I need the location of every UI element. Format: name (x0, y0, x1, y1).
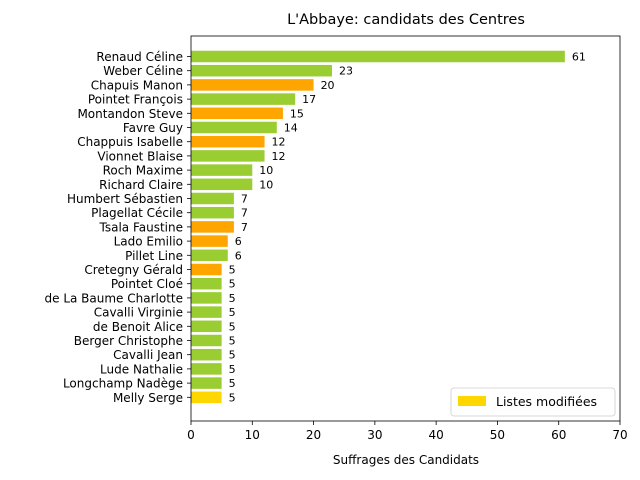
bar-13 (191, 235, 228, 247)
x-tick-label: 50 (490, 428, 505, 442)
bar-value-label: 17 (302, 93, 316, 106)
category-label: Melly Serge (113, 391, 183, 405)
bar-value-label: 5 (229, 377, 236, 390)
labels-layer: 61 Renaud Céline 23 Weber Céline 20 Chapuis M… (45, 50, 586, 405)
bar-7 (191, 150, 265, 162)
bar-10 (191, 192, 234, 205)
category-label: Berger Christophe (74, 334, 183, 348)
category-label: de La Baume Charlotte (45, 291, 184, 305)
bar-value-label: 20 (321, 79, 335, 92)
bar-11 (191, 206, 234, 219)
category-label: Chapuis Manon (91, 78, 183, 92)
x-tick-label: 70 (612, 428, 627, 442)
category-label: Richard Claire (99, 178, 183, 192)
category-label: Favre Guy (123, 121, 183, 135)
bar-3 (191, 93, 296, 105)
bar-value-label: 6 (235, 249, 242, 262)
category-label: Cretegny Gérald (84, 263, 183, 277)
category-label: Vionnet Blaise (97, 149, 183, 163)
bar-14 (191, 249, 228, 262)
x-tick-label: 10 (245, 428, 260, 442)
bar-20 (191, 334, 222, 347)
bar-value-label: 5 (229, 264, 236, 277)
bar-9 (191, 178, 253, 191)
x-tick-label: 40 (429, 428, 444, 442)
category-label: Pillet Line (125, 249, 183, 263)
bar-value-label: 12 (272, 136, 286, 149)
bar-2 (191, 79, 314, 91)
category-label: Lude Nathalie (100, 362, 183, 376)
bar-value-label: 10 (259, 164, 273, 177)
bar-value-label: 6 (235, 235, 242, 248)
x-axis-title: Suffrages des Candidats (333, 453, 479, 467)
category-label: Renaud Céline (96, 50, 183, 64)
category-label: Pointet François (88, 93, 183, 107)
bar-value-label: 5 (229, 320, 236, 333)
plot-frame (190, 35, 621, 422)
bar-value-label: 15 (290, 107, 304, 120)
bar-value-label: 7 (241, 193, 248, 206)
category-label: Cavalli Jean (113, 348, 183, 362)
legend-box (450, 387, 616, 417)
category-label: Tsala Faustine (99, 220, 184, 234)
bar-24 (191, 391, 222, 404)
bar-value-label: 10 (259, 178, 273, 191)
bar-value-label: 5 (229, 306, 236, 319)
bar-17 (191, 292, 222, 304)
bar-19 (191, 320, 222, 333)
bar-value-label: 5 (229, 363, 236, 376)
axes-layer: 0 10 20 30 40 50 60 70 (187, 35, 628, 442)
bar-value-label: 23 (339, 65, 353, 78)
x-tick-label: 0 (187, 428, 195, 442)
bar-1 (191, 64, 332, 77)
chart-title: L'Abbaye: candidats des Centres (287, 12, 525, 28)
legend: Listes modifiées (450, 387, 616, 417)
bar-12 (191, 221, 234, 233)
category-label: Lado Emilio (114, 235, 183, 249)
x-tick-label: 30 (367, 428, 382, 442)
bar-0 (191, 50, 565, 63)
bar-value-label: 12 (272, 150, 286, 163)
legend-label: Listes modifiées (496, 394, 597, 409)
bar-6 (191, 135, 265, 148)
category-label: Roch Maxime (103, 164, 183, 178)
category-label: Chappuis Isabelle (77, 135, 183, 149)
bar-4 (191, 107, 283, 120)
bar-value-label: 5 (229, 278, 236, 291)
bars-layer (191, 50, 565, 404)
category-label: Humbert Sébastien (67, 192, 183, 206)
category-label: Longchamp Nadège (63, 377, 183, 391)
bar-16 (191, 277, 222, 290)
bar-value-label: 61 (572, 51, 586, 64)
bar-value-label: 5 (229, 349, 236, 362)
x-tick-label: 60 (551, 428, 566, 442)
bar-value-label: 7 (241, 221, 248, 234)
category-label: Pointet Cloé (111, 277, 183, 291)
bar-5 (191, 121, 277, 134)
category-label: Plagellat Cécile (91, 206, 183, 220)
bar-21 (191, 348, 222, 361)
category-label: Montandon Steve (77, 107, 183, 121)
bar-8 (191, 164, 253, 176)
category-label: Cavalli Virginie (94, 306, 183, 320)
bar-value-label: 5 (229, 292, 236, 305)
bar-value-label: 7 (241, 207, 248, 220)
bar-value-label: 5 (229, 335, 236, 348)
bar-value-label: 5 (229, 391, 236, 404)
category-label: de Benoit Alice (93, 320, 183, 334)
bar-15 (191, 263, 222, 276)
category-label: Weber Céline (103, 64, 183, 78)
legend-swatch (458, 396, 486, 406)
bar-23 (191, 377, 222, 389)
bar-value-label: 14 (284, 122, 298, 135)
bar-22 (191, 363, 222, 375)
bar-18 (191, 306, 222, 318)
x-tick-label: 20 (306, 428, 321, 442)
